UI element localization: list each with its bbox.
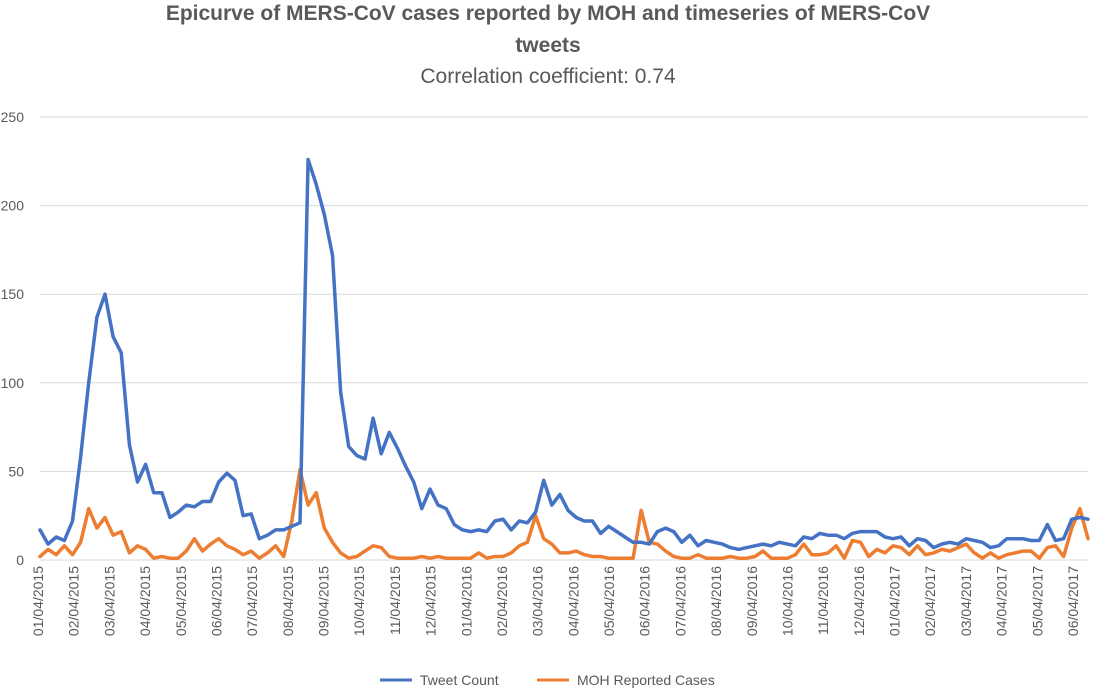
x-tick-label: 08/04/2015 <box>280 566 296 636</box>
chart-subtitle: Correlation coefficient: 0.74 <box>420 65 676 88</box>
x-tick-label: 06/04/2015 <box>208 566 224 636</box>
legend: Tweet Count MOH Reported Cases <box>380 672 715 688</box>
series-line-moh-reported-cases <box>38 467 1090 560</box>
x-tick-label: 02/04/2017 <box>922 566 938 636</box>
x-tick-label: 10/04/2015 <box>351 566 367 636</box>
x-tick-label: 01/04/2017 <box>887 566 903 636</box>
x-tick-label: 04/04/2017 <box>994 566 1010 636</box>
gridlines <box>40 116 1088 561</box>
x-tick-label: 01/04/2016 <box>458 566 474 636</box>
x-tick-label: 03/04/2016 <box>530 566 546 636</box>
x-tick-label: 04/04/2015 <box>137 566 153 636</box>
series-line-tweet-count <box>38 157 1090 552</box>
y-tick-label: 200 <box>1 198 25 214</box>
legend-label-tweet-count: Tweet Count <box>420 672 499 688</box>
series-lines <box>38 157 1090 560</box>
x-tick-label: 06/04/2017 <box>1065 566 1081 636</box>
chart-title: Epicurve of MERS-CoV cases reported by M… <box>165 2 931 25</box>
x-tick-label: 10/04/2016 <box>779 566 795 636</box>
x-tick-label: 11/04/2015 <box>387 566 403 635</box>
x-tick-label: 12/04/2015 <box>423 566 439 636</box>
x-tick-label: 02/04/2016 <box>494 566 510 636</box>
x-tick-label: 09/04/2015 <box>316 566 332 636</box>
y-tick-label: 50 <box>8 463 24 479</box>
y-tick-label: 0 <box>16 552 24 568</box>
y-tick-label: 250 <box>1 109 25 125</box>
x-tick-label: 03/04/2017 <box>958 566 974 636</box>
x-tick-label: 05/04/2015 <box>173 566 189 636</box>
x-tick-label: 03/04/2015 <box>101 566 117 636</box>
y-tick-label: 100 <box>1 375 25 391</box>
x-tick-label: 06/04/2016 <box>637 566 653 636</box>
x-tick-label: 02/04/2015 <box>66 566 82 636</box>
x-tick-label: 05/04/2017 <box>1029 566 1045 636</box>
y-tick-label: 150 <box>1 286 25 302</box>
x-tick-label: 07/04/2016 <box>672 566 688 636</box>
x-tick-label: 01/04/2015 <box>30 566 46 636</box>
chart-title-continued: tweets <box>515 34 581 57</box>
y-axis-ticks: 0 50 100 150 200 250 <box>1 109 25 568</box>
legend-label-moh-reported-cases: MOH Reported Cases <box>577 672 715 688</box>
x-tick-label: 08/04/2016 <box>708 566 724 636</box>
x-tick-label: 11/04/2016 <box>815 566 831 635</box>
x-tick-label: 07/04/2015 <box>244 566 260 636</box>
x-tick-label: 05/04/2016 <box>601 566 617 636</box>
x-tick-label: 12/04/2016 <box>851 566 867 636</box>
x-tick-label: 04/04/2016 <box>565 566 581 636</box>
x-tick-label: 09/04/2016 <box>744 566 760 636</box>
x-axis-ticks: 01/04/2015 02/04/2015 03/04/2015 04/04/2015… <box>30 566 1081 636</box>
